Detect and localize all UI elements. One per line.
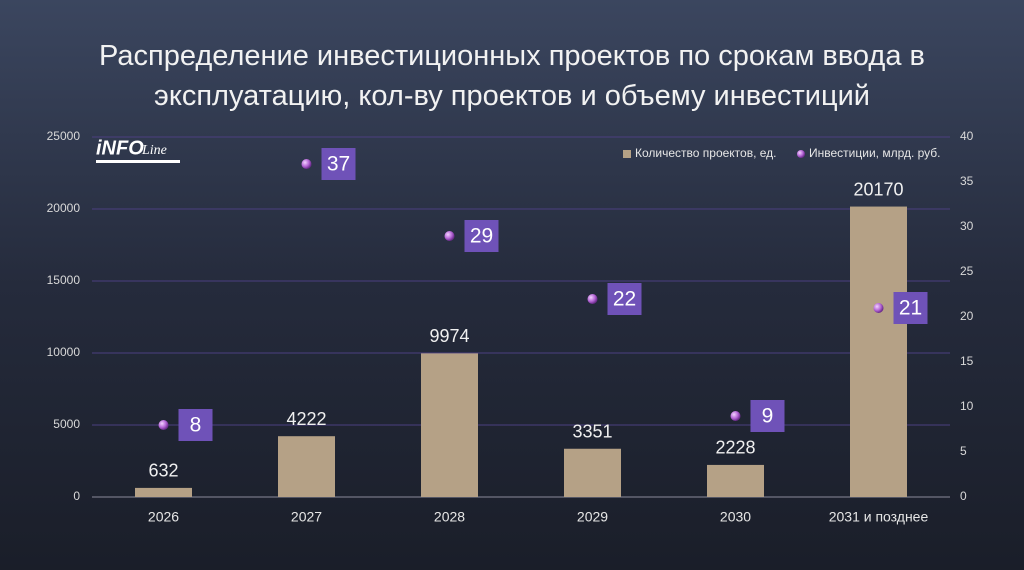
point-label-box: [178, 409, 213, 441]
bar-value-label: 3351: [572, 421, 612, 441]
y-tick-label: 10000: [47, 345, 81, 359]
y-tick-label: 0: [73, 489, 80, 503]
point-value-label: 22: [613, 288, 636, 311]
bar-value-label: 2228: [715, 438, 755, 458]
x-tick-label: 2031 и позднее: [829, 509, 929, 525]
x-tick-label: 2030: [720, 509, 751, 525]
chart-title: Распределение инвестиционных проектов по…: [99, 40, 925, 112]
point: [587, 294, 598, 304]
bar: [421, 353, 478, 497]
y2-tick-label: 10: [960, 399, 974, 413]
point-label-box: [893, 292, 928, 324]
y2-tick-label: 0: [960, 489, 967, 503]
bar: [278, 436, 335, 497]
y-tick-label: 20000: [47, 201, 81, 215]
y2-tick-label: 35: [960, 174, 974, 188]
point-value-label: 29: [470, 225, 493, 248]
y2-tick-label: 30: [960, 219, 974, 233]
y2-tick-label: 40: [960, 129, 974, 143]
legend-label: Инвестиции, млрд. руб.: [809, 146, 941, 160]
bar-value-label: 4222: [286, 409, 326, 429]
point: [730, 411, 741, 421]
point-value-label: 21: [899, 297, 922, 320]
point-value-label: 8: [190, 414, 202, 437]
y2-tick-label: 5: [960, 444, 967, 458]
x-tick-label: 2029: [577, 509, 608, 525]
y-tick-label: 15000: [47, 273, 81, 287]
logo-script: Line: [141, 143, 167, 158]
point-label-box: [321, 148, 356, 180]
x-tick-label: 2028: [434, 509, 465, 525]
bar-value-label: 20170: [853, 179, 903, 199]
bar: [707, 464, 764, 497]
logo: iNFO Line: [96, 137, 180, 163]
point-label-box: [607, 283, 642, 315]
bar: [850, 206, 907, 497]
x-tick-label: 2026: [148, 509, 179, 525]
logo-underline: [96, 160, 180, 163]
x-tick-label: 2027: [291, 509, 322, 525]
y-tick-label: 25000: [47, 129, 81, 143]
y-tick-label: 5000: [53, 417, 80, 431]
point: [444, 231, 455, 241]
y2-tick-label: 20: [960, 309, 974, 323]
point: [158, 420, 169, 430]
point-label-box: [750, 400, 785, 432]
bar-value-label: 9974: [429, 326, 469, 346]
bar: [135, 487, 192, 497]
y2-tick-label: 15: [960, 354, 974, 368]
point: [301, 159, 312, 169]
point: [873, 303, 884, 313]
legend-swatch: [623, 150, 631, 158]
point-label-box: [464, 220, 499, 252]
logo-main: iNFO: [96, 137, 144, 159]
legend-swatch: [797, 150, 805, 158]
point-value-label: 9: [762, 405, 774, 428]
point-value-label: 37: [327, 153, 350, 176]
y2-tick-label: 25: [960, 264, 974, 278]
bar-value-label: 632: [148, 461, 178, 481]
bar: [564, 448, 621, 497]
legend-label: Количество проектов, ед.: [635, 146, 777, 160]
